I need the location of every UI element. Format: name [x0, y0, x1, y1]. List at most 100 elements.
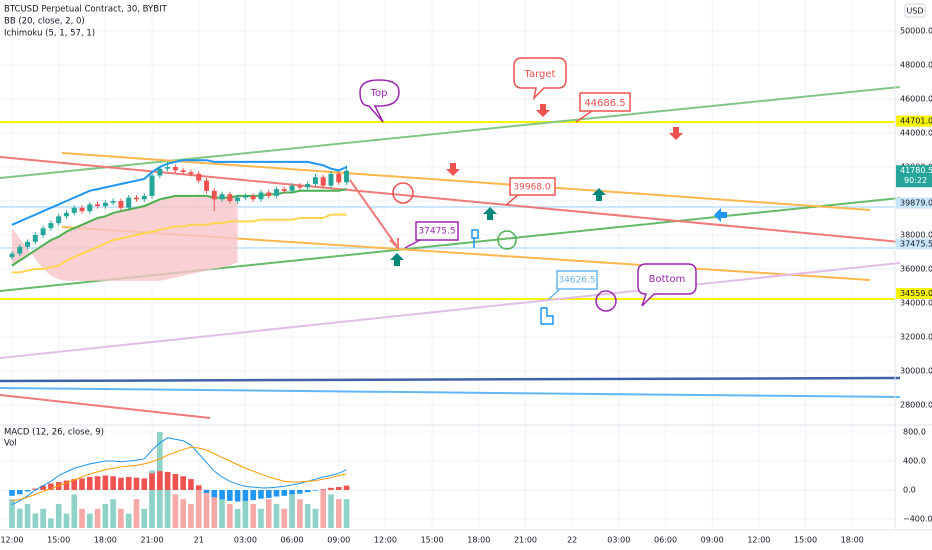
price-callout: 39968.0	[513, 183, 550, 193]
x-tick-label: 15:00	[421, 536, 444, 545]
volume-bar	[234, 508, 241, 528]
histogram-bar	[118, 477, 124, 490]
pointer	[505, 194, 519, 206]
signal-line	[11, 446, 347, 502]
volume-bar	[195, 484, 202, 528]
volume-bar	[24, 504, 31, 528]
candle-body	[95, 204, 101, 207]
volume-bar	[258, 508, 264, 528]
candle-body	[258, 192, 264, 200]
trend-line	[61, 152, 871, 211]
histogram-bar	[164, 471, 171, 490]
candle-body	[87, 204, 93, 212]
histogram-bar	[24, 490, 31, 492]
histogram-bar	[9, 490, 15, 496]
volume-bar	[63, 513, 70, 528]
candle-body	[9, 253, 15, 258]
neutral-icon	[497, 230, 517, 250]
histogram-bar	[304, 490, 311, 493]
candle-body	[211, 190, 217, 200]
grid	[0, 0, 895, 530]
volume-bar	[242, 499, 249, 528]
volume-label: Vol	[4, 439, 17, 449]
histogram-bar	[258, 490, 264, 499]
down-arrow	[536, 104, 550, 117]
bubble	[637, 263, 697, 307]
price-mark	[896, 115, 932, 127]
x-tick-label: 18:00	[467, 536, 490, 545]
histogram-bar	[40, 485, 46, 490]
histogram-bar	[48, 483, 54, 490]
histogram-bar	[227, 490, 233, 501]
volume-bar	[55, 504, 62, 528]
x-tick-label: 21:00	[514, 536, 537, 545]
candle-body	[227, 194, 233, 202]
histogram-bar	[343, 485, 350, 490]
down-arrow	[669, 127, 683, 140]
volume-bar	[79, 508, 85, 528]
hand-icon	[540, 307, 554, 325]
y-tick-label: 34000.0	[900, 299, 932, 308]
y-tick-label: 46000.0	[900, 95, 932, 104]
histogram-bar	[63, 480, 70, 490]
candle-layer	[9, 161, 350, 260]
histogram-bar	[16, 490, 23, 495]
annotation: Top	[370, 88, 388, 99]
up-arrow	[483, 207, 497, 220]
annotation: Target	[524, 69, 556, 80]
volume-bar	[281, 508, 288, 528]
candle-body	[25, 241, 31, 247]
candle-body	[48, 223, 54, 229]
candle-body	[305, 184, 311, 188]
histogram-bar	[133, 477, 140, 490]
pointer	[548, 288, 561, 300]
volume-bar	[149, 470, 155, 528]
x-tick-label: 21	[194, 536, 204, 545]
candle-body	[180, 170, 186, 173]
y-tick-label: 44000.0	[900, 129, 932, 138]
x-tick-label: 18:00	[841, 536, 864, 545]
x-tick-label: 12:00	[374, 536, 397, 545]
price-mark	[896, 197, 932, 209]
currency: USD	[906, 7, 923, 16]
histogram-bar	[141, 478, 148, 490]
histogram-bar	[289, 490, 295, 495]
volume-bar	[304, 504, 311, 528]
candle-body	[17, 246, 23, 254]
y-tick-label: 0.0	[903, 486, 916, 495]
smile-icon	[392, 182, 414, 204]
volume-bar	[94, 508, 101, 528]
histogram-bar	[110, 476, 116, 490]
volume-bar	[110, 499, 116, 528]
histogram-bar	[102, 475, 109, 490]
candle-body	[328, 173, 334, 186]
candle-body	[40, 228, 46, 236]
chart-title: BTCUSD Perpetual Contract, 30, BYBIT	[4, 5, 168, 15]
histogram-bar	[219, 490, 225, 500]
volume-bar	[48, 518, 54, 528]
price-mark-label: 44701.0	[900, 117, 932, 126]
volume-bar	[40, 508, 46, 528]
candle-body	[274, 189, 280, 196]
candle-body	[320, 177, 326, 186]
volume-bar	[102, 504, 109, 528]
candle-body	[235, 197, 241, 202]
candle-body	[63, 212, 69, 217]
volume-bar	[87, 513, 93, 528]
candle-body	[312, 177, 318, 185]
candle-body	[141, 195, 147, 200]
price-mark	[896, 238, 932, 250]
y-tick-label: 400.0	[903, 457, 926, 466]
macd-title: MACD (12, 26, close, 9)	[4, 428, 104, 438]
y-tick-label: 800.0	[903, 428, 926, 437]
price-callout: 34626.5	[558, 276, 595, 286]
volume-bar	[219, 499, 225, 528]
histogram-bar	[211, 490, 218, 498]
histogram-bar	[320, 489, 326, 490]
trend-line	[0, 156, 901, 243]
volume-bar	[180, 499, 186, 528]
up-arrow	[390, 253, 404, 266]
candle-body	[118, 201, 124, 208]
volume-bar	[164, 489, 171, 528]
